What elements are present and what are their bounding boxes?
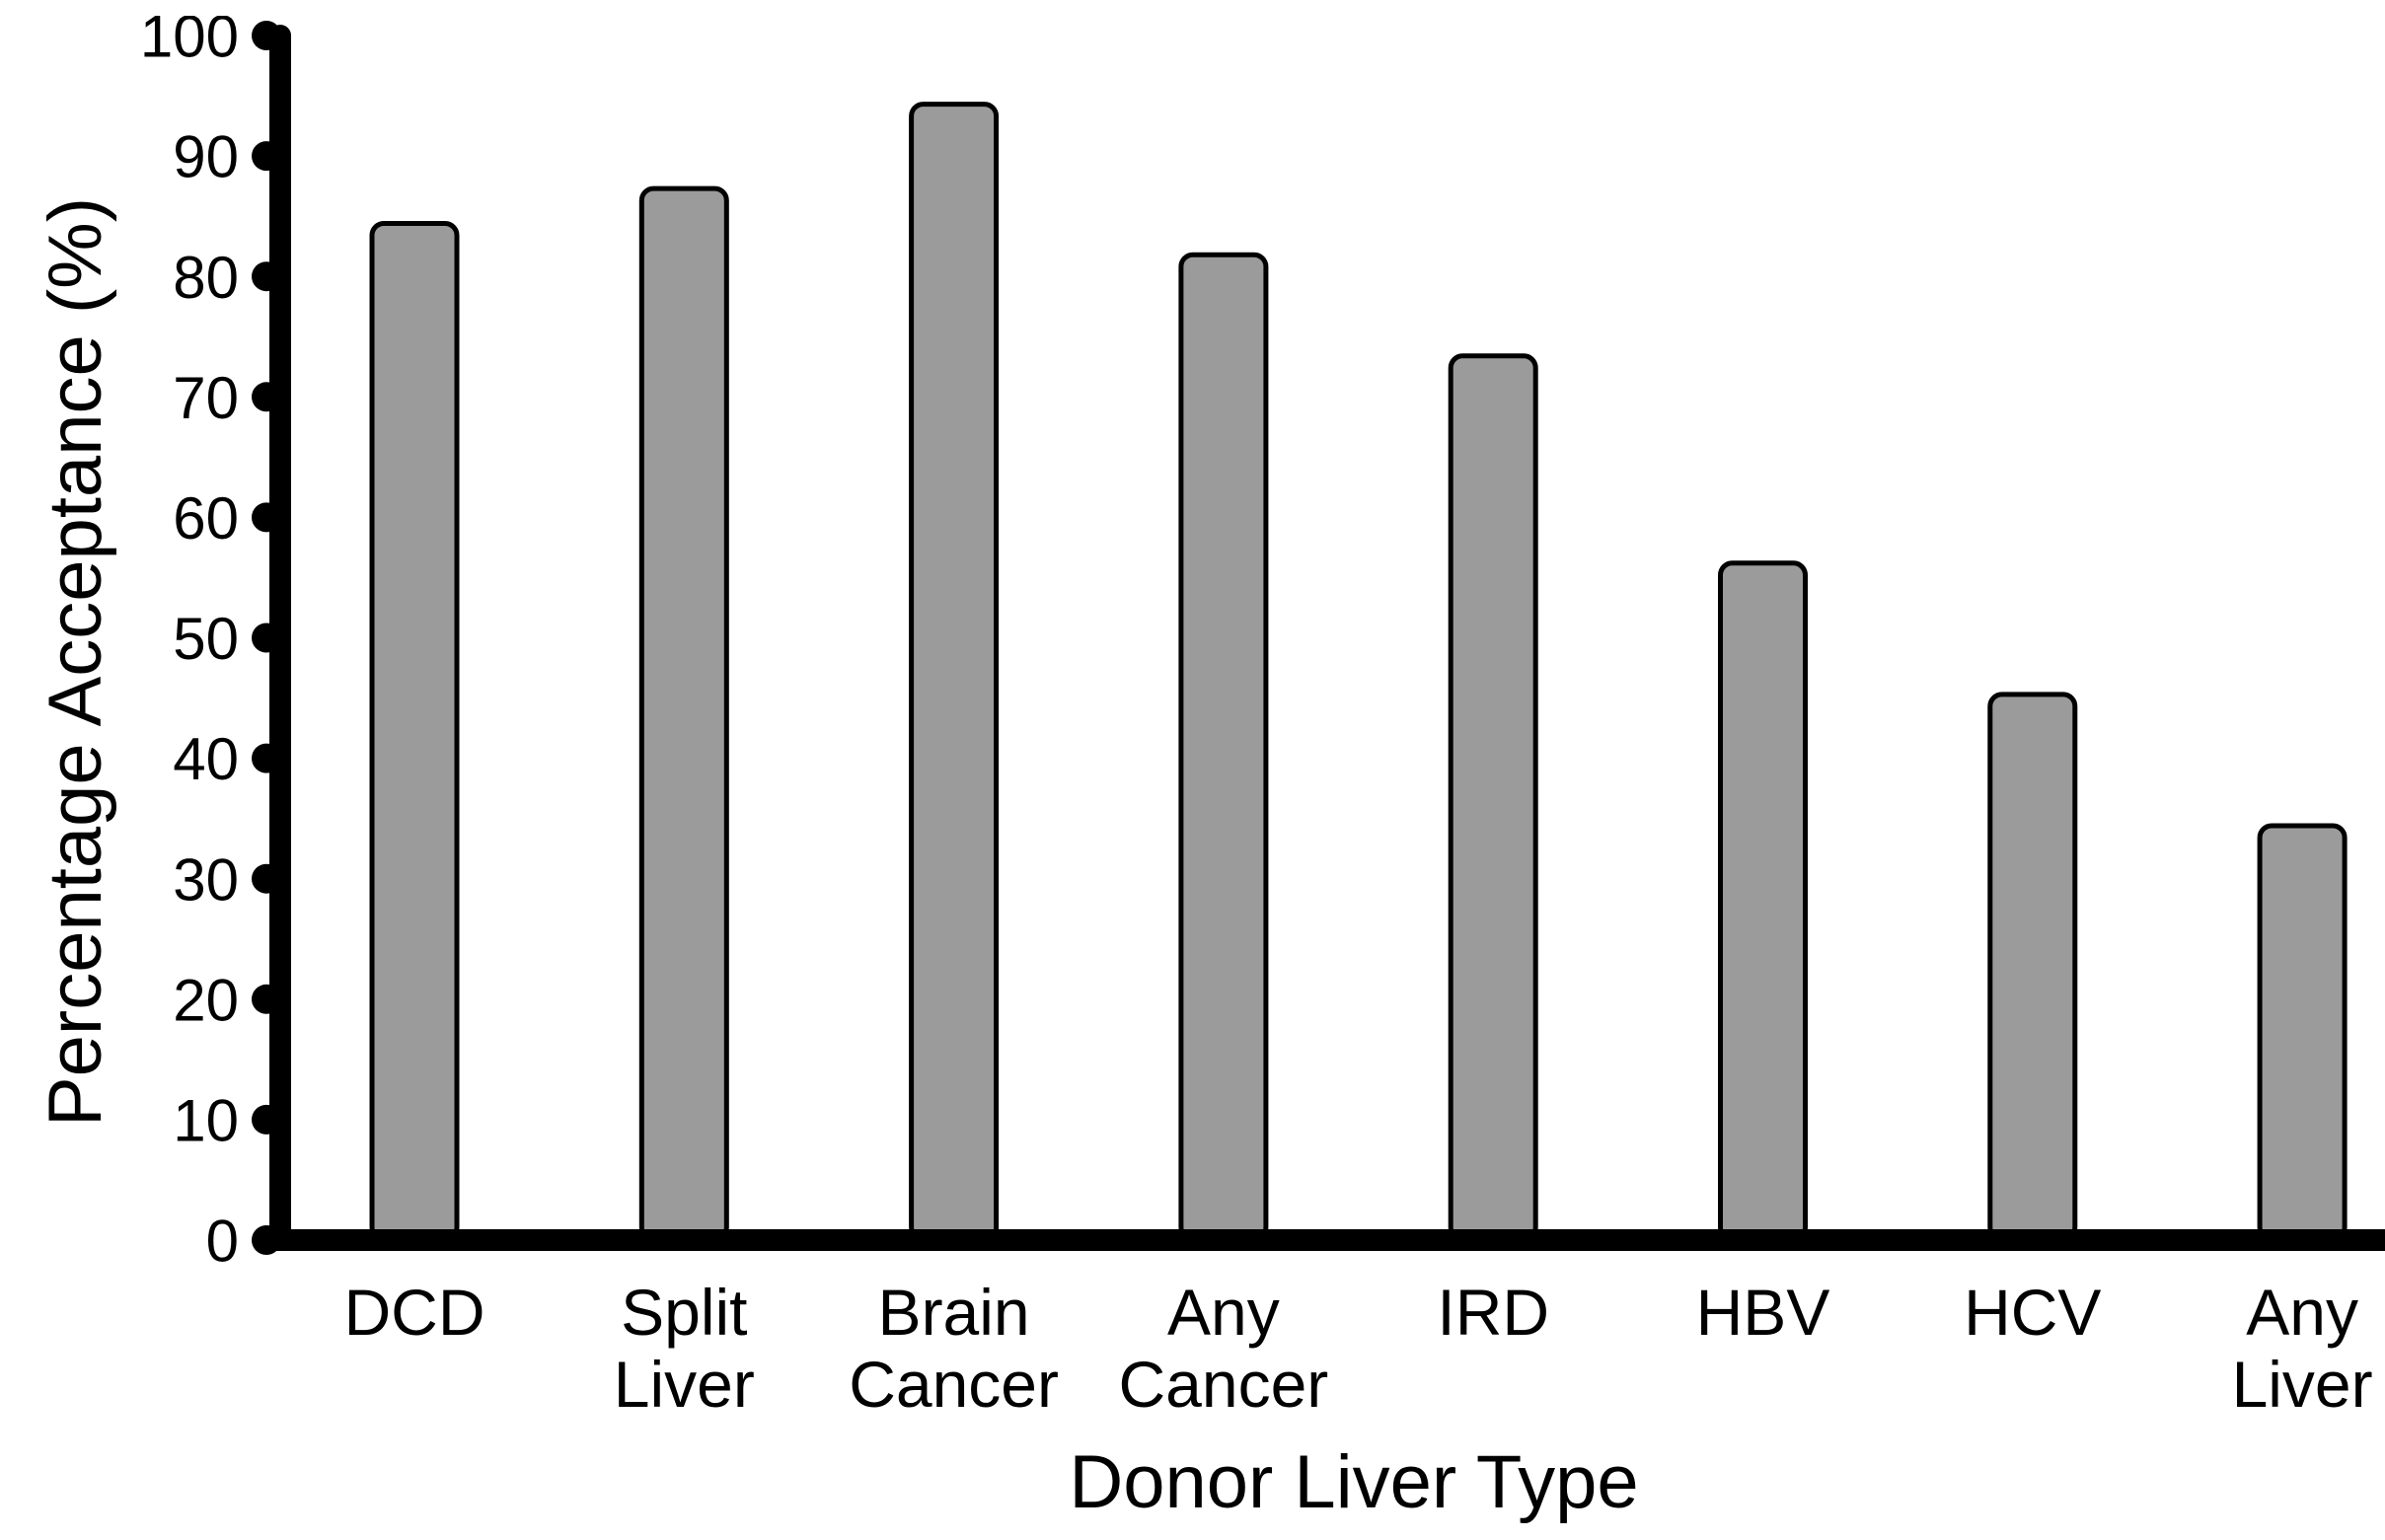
x-tick-label-brain-cancer-line2: Cancer: [849, 1348, 1059, 1421]
y-tick-mark-90: [252, 141, 281, 172]
y-tick-mark-0: [252, 1225, 281, 1255]
bar-hcv: [1987, 692, 2078, 1242]
x-axis-title: Donor Liver Type: [1069, 1440, 1638, 1524]
y-tick-label-100: 100: [140, 16, 239, 70]
x-tick-label-any-liver: Any: [2246, 1276, 2358, 1349]
y-tick-mark-20: [252, 984, 281, 1014]
x-tick-label-split-liver: Split: [621, 1276, 747, 1349]
x-tick-label-ird: IRD: [1437, 1276, 1549, 1349]
y-tick-label-10: 10: [173, 1088, 239, 1154]
y-tick-label-80: 80: [173, 245, 239, 311]
bar-hbv: [1718, 560, 1808, 1242]
x-tick-label-brain-cancer: Brain: [878, 1276, 1030, 1349]
y-tick-mark-30: [252, 863, 281, 894]
bar-split-liver: [638, 185, 729, 1242]
x-tick-label-split-liver-line2: Liver: [614, 1348, 755, 1421]
y-tick-mark-40: [252, 743, 281, 773]
x-tick-label-dcd: DCD: [344, 1276, 485, 1349]
x-tick-label-hbv: HBV: [1696, 1276, 1830, 1349]
y-tick-label-30: 30: [173, 846, 239, 913]
y-tick-mark-100: [252, 21, 281, 50]
y-tick-mark-80: [252, 261, 281, 292]
x-tick-label-any-cancer-line2: Cancer: [1119, 1348, 1329, 1421]
y-tick-label-50: 50: [173, 606, 239, 672]
y-tick-label-20: 20: [173, 967, 239, 1033]
y-tick-mark-60: [252, 502, 281, 533]
y-tick-label-40: 40: [173, 726, 239, 792]
x-tick-label-hcv: HCV: [1964, 1276, 2101, 1349]
y-tick-mark-70: [252, 382, 281, 412]
bar-ird: [1448, 353, 1538, 1242]
y-tick-label-60: 60: [173, 485, 239, 551]
bar-dcd: [369, 221, 460, 1242]
x-tick-label-any-liver-line2: Liver: [2232, 1348, 2373, 1421]
y-tick-label-70: 70: [173, 365, 239, 431]
y-axis-title: Percentage Acceptance (%): [39, 197, 117, 1127]
bars-layer: [369, 102, 2348, 1242]
bar-chart-figure: 0 10 20 30 40 50 60 70 80 90 100 DCD Split Liver Brain…: [39, 16, 2385, 1524]
x-tick-label-any-cancer: Any: [1167, 1276, 1280, 1349]
y-tick-mark-50: [252, 623, 281, 653]
y-tick-label-0: 0: [206, 1209, 239, 1275]
axes-layer: [252, 21, 2385, 1255]
bar-any-liver: [2257, 823, 2348, 1242]
bar-any-cancer: [1178, 252, 1269, 1242]
y-tick-label-90: 90: [173, 124, 239, 190]
y-tick-mark-10: [252, 1104, 281, 1135]
bar-brain-cancer: [909, 102, 1000, 1242]
